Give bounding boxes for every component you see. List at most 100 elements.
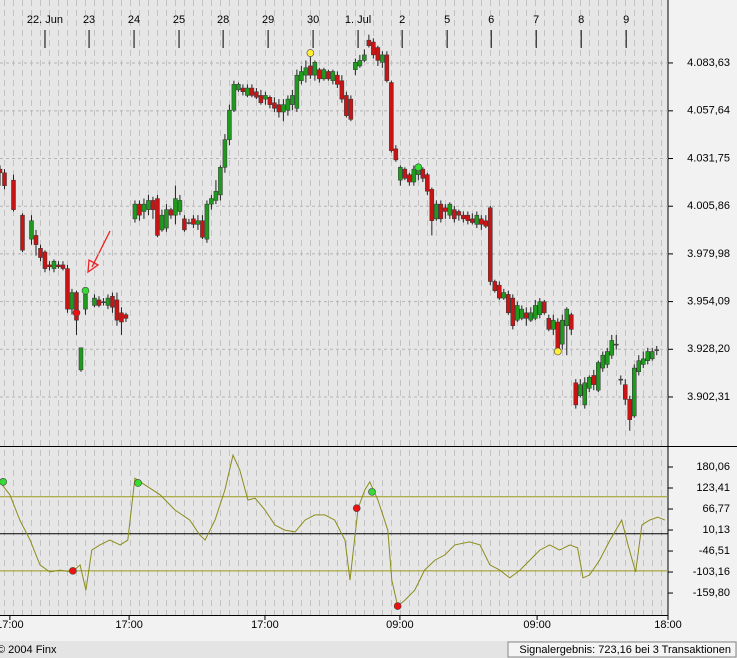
candle-body [276, 104, 282, 113]
x-tick-label: 30 [307, 14, 319, 26]
candle-body [137, 203, 142, 216]
y-tick-label: 4.005,86 [687, 200, 730, 212]
y-tick-label: 10,13 [702, 524, 730, 536]
candle-body [641, 358, 646, 365]
candle-body [56, 264, 61, 268]
x-tick-label: 1. Jul [345, 14, 371, 26]
candle-body [177, 200, 183, 212]
candle-body [582, 382, 588, 406]
candle-body [470, 218, 475, 223]
y-tick-label: 4.083,63 [687, 57, 730, 69]
candle-body [303, 67, 309, 76]
indicator-plot-background [0, 447, 668, 615]
candle-body [614, 343, 619, 346]
candle-body [461, 214, 466, 220]
signal-dot [306, 49, 315, 57]
candle-body [114, 299, 120, 321]
price-plot-background [0, 0, 668, 446]
candle-body [474, 214, 480, 225]
candle-body [578, 384, 583, 396]
candle-body [645, 351, 651, 361]
y-tick-label: 4.031,75 [687, 152, 730, 164]
y-tick-label: 180,06 [696, 461, 730, 473]
candle-body [159, 214, 165, 231]
candle-body [51, 260, 57, 269]
candle-body [74, 292, 79, 321]
x-tick-label: 18:00 [654, 619, 682, 631]
candle-body [429, 189, 435, 221]
candle-body [321, 69, 327, 80]
signal-dot [0, 478, 7, 486]
candle-body [299, 71, 304, 81]
candle-body [78, 347, 84, 371]
y-tick-label: 3.928,20 [687, 343, 730, 355]
candle-body [285, 98, 291, 111]
candle-body [227, 109, 232, 140]
candle-body [425, 174, 430, 192]
signal-dot [81, 286, 90, 295]
candle-body [546, 318, 552, 330]
candle-body [488, 207, 493, 282]
indicator-line [0, 453, 666, 608]
candle-body [96, 299, 102, 306]
candle-body [200, 220, 205, 238]
candle-body [389, 82, 394, 151]
y-tick-label: -103,16 [693, 566, 730, 578]
candle-body [20, 214, 25, 251]
candle-body [438, 203, 444, 220]
candle-body [555, 321, 561, 350]
candle-body [650, 351, 655, 360]
candle-body [164, 209, 169, 229]
candle-body [537, 301, 543, 315]
candle-body [632, 367, 637, 417]
candle-body [263, 95, 268, 100]
arrow-shaft [91, 230, 111, 268]
candle-body [150, 200, 156, 210]
candle-body [290, 95, 295, 105]
candle-body [605, 351, 610, 365]
candle-body [65, 268, 70, 310]
candle-body [542, 301, 547, 314]
x-tick-label: 8 [578, 14, 584, 26]
y-tick-label: -159,80 [693, 587, 730, 599]
x-tick-label: 23 [83, 14, 95, 26]
candle-body [366, 39, 372, 46]
result-text: Signalergebnis: 723,16 bei 3 Transaktion… [519, 644, 731, 656]
candle-body [182, 218, 187, 231]
candle-body [42, 251, 48, 269]
candle-body [218, 167, 223, 196]
candle-body [110, 295, 115, 308]
candle-body [330, 71, 336, 81]
candle-body [222, 139, 228, 168]
candle-body [591, 375, 597, 385]
candle-body [407, 174, 412, 183]
candle-body [191, 218, 196, 225]
signal-dot [393, 602, 402, 610]
candle-body [155, 198, 160, 236]
candle-body [281, 104, 286, 113]
candle-body [317, 69, 322, 80]
signal-dot [69, 567, 77, 575]
candle-body [119, 312, 124, 323]
y-tick-label: 3.902,31 [687, 391, 730, 403]
result-box [507, 641, 737, 658]
candle-body [533, 305, 538, 319]
x-tick-label: 17:00 [115, 619, 143, 631]
candle-body [101, 301, 106, 304]
candle-body [240, 87, 246, 92]
x-tick-label: 5 [444, 14, 450, 26]
candle-body [573, 382, 579, 406]
signal-dot [352, 504, 361, 512]
candle-body [501, 292, 507, 299]
candle-body [186, 222, 192, 224]
candle-body [623, 384, 628, 400]
x-tick-label: 25 [173, 14, 185, 26]
candle-body [38, 248, 43, 258]
candle-body [483, 220, 489, 227]
candle-body [479, 218, 484, 225]
candle-body [447, 203, 453, 216]
candle-body [92, 297, 97, 306]
y-tick-label: 4.057,64 [687, 105, 730, 117]
candle-body [371, 41, 376, 56]
